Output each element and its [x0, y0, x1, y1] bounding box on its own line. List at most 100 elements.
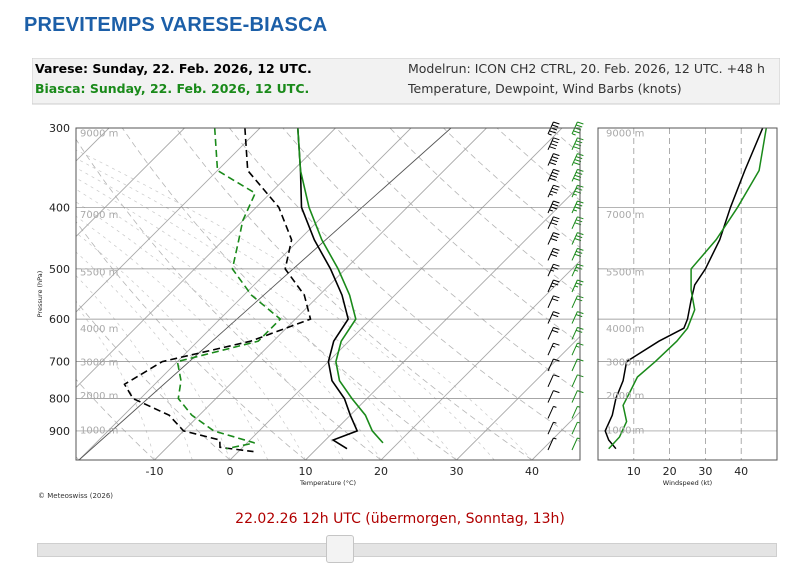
isotherm	[456, 335, 580, 460]
y-tick-label: 500	[49, 263, 70, 276]
wind-barb-varese	[547, 200, 560, 214]
y-tick-label: 600	[49, 313, 70, 326]
isotherm	[76, 128, 185, 238]
wind-height-label: 2000 m	[606, 391, 644, 402]
height-label: 4000 m	[80, 324, 118, 335]
moist-adiabat	[76, 201, 344, 460]
windspeed-biasca	[608, 128, 768, 450]
wind-barb-varese	[547, 121, 560, 136]
isotherm	[76, 128, 336, 389]
wind-height-label: 7000 m	[606, 210, 644, 221]
wind-barb-varese	[547, 216, 560, 230]
wind-height-label: 5500 m	[606, 268, 644, 279]
time-slider[interactable]	[37, 543, 777, 557]
sounding-temperature-varese	[297, 128, 359, 450]
isotherm	[76, 128, 261, 313]
wind-height-label: 3000 m	[606, 358, 644, 369]
sounding-temperature-biasca	[297, 128, 384, 444]
y-axis-label: Pressure (hPa)	[36, 271, 44, 318]
moist-adiabat	[76, 167, 457, 460]
moist-adiabat	[76, 251, 231, 460]
wind-barb-varese	[547, 168, 560, 182]
moist-adiabat	[76, 149, 533, 460]
skewt-frame	[75, 127, 581, 461]
wind-x-tick-label: 10	[627, 465, 641, 478]
wind-x-tick-label: 30	[698, 465, 712, 478]
wind-barb-varese	[547, 405, 557, 419]
y-tick-label: 900	[49, 425, 70, 438]
wind-x-tick-label: 40	[734, 465, 748, 478]
moist-adiabat	[76, 232, 269, 460]
isotherm	[154, 128, 487, 460]
dry-adiabat	[76, 220, 306, 460]
info-desc: Temperature, Dewpoint, Wind Barbs (knots…	[407, 81, 682, 96]
wind-barb-varese	[547, 358, 560, 372]
dry-adiabat	[175, 128, 533, 460]
isotherm	[78, 128, 412, 460]
height-label: 7000 m	[80, 210, 118, 221]
wind-height-label: 9000 m	[606, 129, 644, 140]
wind-barb-varese	[547, 232, 560, 245]
moist-adiabat	[76, 158, 495, 460]
x-axis-label: Temperature (°C)	[299, 479, 356, 487]
wind-barb-varese	[547, 390, 560, 403]
wind-barb-varese	[547, 153, 560, 166]
sounding-dewpoint-biasca	[176, 128, 282, 450]
isotherm	[229, 128, 563, 460]
page-title: PREVITEMPS VARESE-BIASCA	[24, 14, 328, 36]
wind-barb-varese	[547, 437, 557, 451]
moist-adiabat	[76, 275, 193, 460]
copyright-footer: © Meteoswiss (2026)	[38, 492, 113, 500]
isotherm	[380, 260, 580, 460]
dry-adiabat	[336, 128, 580, 344]
dry-adiabat	[389, 128, 580, 296]
slider-caption: 22.02.26 12h UTC (übermorgen, Sonntag, 1…	[235, 511, 565, 527]
height-label: 5500 m	[80, 268, 118, 279]
moist-adiabat	[76, 188, 382, 460]
wind-barb-varese	[547, 326, 560, 340]
wind-barb-biasca	[571, 279, 584, 293]
x-tick-label: 0	[227, 465, 234, 478]
wind-barb-varese	[547, 137, 560, 151]
x-tick-label: 30	[450, 465, 464, 478]
y-tick-label: 300	[49, 122, 70, 135]
info-varese: Varese: Sunday, 22. Feb. 2026, 12 UTC.	[35, 61, 312, 76]
wind-frame	[597, 127, 778, 461]
wind-x-tick-label: 20	[663, 465, 677, 478]
wind-barb-varese	[547, 342, 560, 356]
wind-height-label: 1000 m	[606, 425, 644, 436]
y-tick-label: 700	[49, 356, 70, 369]
moist-adiabat	[76, 304, 155, 460]
x-tick-label: -10	[146, 465, 164, 478]
wind-barb-biasca	[571, 184, 584, 198]
isotherm	[305, 184, 580, 460]
info-biasca: Biasca: Sunday, 22. Feb. 2026, 12 UTC.	[35, 81, 309, 96]
wind-x-axis-label: Windspeed (kt)	[663, 479, 712, 487]
wind-height-label: 4000 m	[606, 324, 644, 335]
wind-barb-varese	[547, 295, 560, 309]
moist-adiabat	[76, 177, 420, 460]
y-tick-label: 400	[49, 201, 70, 214]
dry-adiabat	[76, 138, 382, 460]
height-label: 9000 m	[80, 129, 118, 140]
dry-adiabat	[76, 300, 231, 460]
time-slider-handle[interactable]	[326, 535, 355, 563]
height-label: 1000 m	[80, 425, 118, 436]
height-label: 3000 m	[80, 358, 118, 369]
reference-line	[78, 128, 452, 460]
sounding-dewpoint-varese	[123, 128, 312, 453]
skewt-plot: 9000 m 7000 m 5500 m 4000 m 3000 m 2000 m 1000…	[36, 121, 584, 487]
wind-barb-varese	[547, 311, 560, 324]
y-tick-label: 800	[49, 392, 70, 405]
chart-image: Varese: Sunday, 22. Feb. 2026, 12 UTC. B…	[31, 57, 781, 506]
windspeed-plot: 9000 m 7000 m 5500 m 4000 m 3000 m 2000 m 1000…	[597, 127, 778, 487]
x-tick-label: 20	[374, 465, 388, 478]
x-tick-label: 10	[299, 465, 313, 478]
wind-barb-varese	[547, 279, 560, 293]
info-model: Modelrun: ICON CH2 CTRL, 20. Feb. 2026, …	[408, 61, 765, 76]
wind-barb-varese	[547, 421, 557, 435]
wind-barb-varese	[547, 247, 560, 261]
height-label: 2000 m	[80, 391, 118, 402]
wind-barb-varese	[547, 374, 560, 388]
x-tick-label: 40	[525, 465, 539, 478]
